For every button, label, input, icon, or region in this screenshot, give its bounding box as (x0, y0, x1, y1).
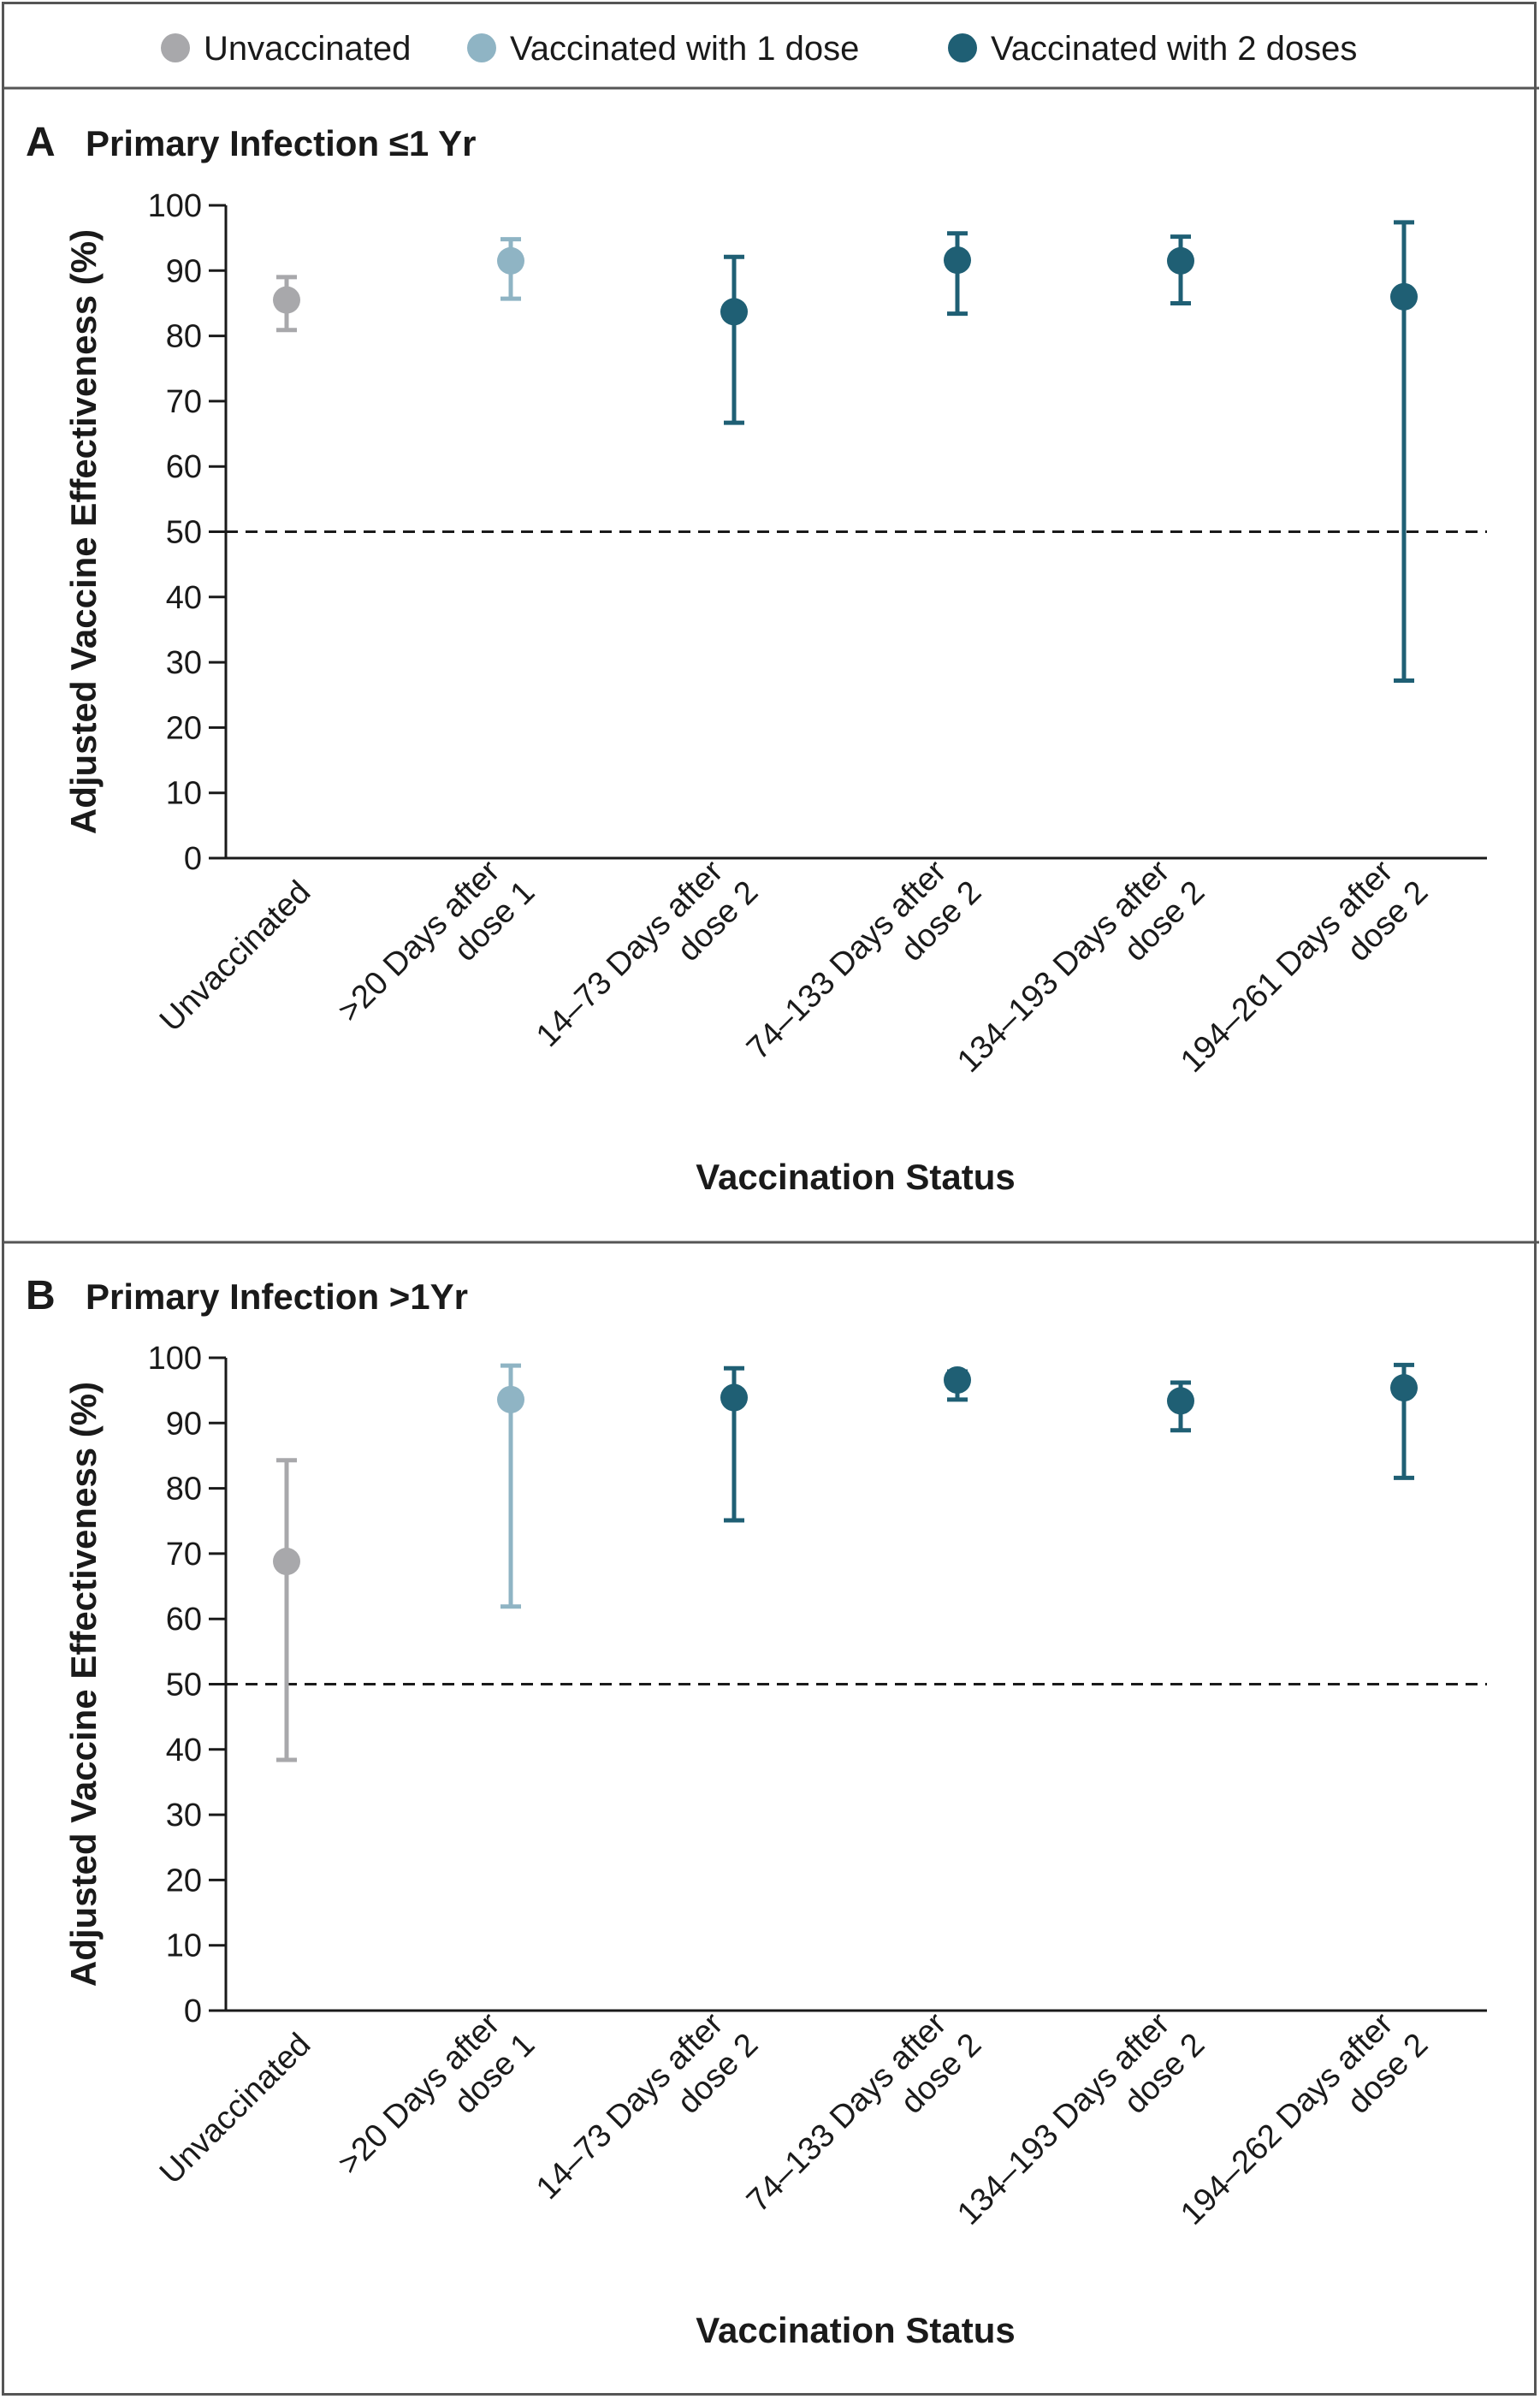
panel-a-y-tick-label-40: 40 (166, 580, 202, 616)
panel-a-x-tick-label-5: 134–193 Days afterdose 2 (951, 846, 1211, 1107)
legend-label-1: Unvaccinated (204, 30, 411, 68)
panel-a-y-axis-title: Adjusted Vaccine Effectiveness (%) (63, 229, 104, 834)
chart-canvas: Unvaccinated Vaccinated with 1 dose Vaccin… (4, 30, 1539, 2350)
panel-b-point-5 (1167, 1387, 1194, 1415)
panel-b-y-tick-label-60: 60 (166, 1602, 202, 1638)
panel-a-y-tick-label-50: 50 (166, 515, 202, 551)
panel-a-y-tick-label-80: 80 (166, 319, 202, 355)
panel-b-x-tick-label-1-line1: Unvaccinated (153, 2027, 318, 2192)
panel-a-y-tick-label-30: 30 (166, 645, 202, 681)
panel-a-letter: A (26, 120, 56, 165)
panel-b-y-tick-label-70: 70 (166, 1537, 202, 1573)
legend-marker-2 (467, 33, 496, 62)
panel-a-point-5 (1167, 246, 1194, 275)
legend-label-2: Vaccinated with 1 dose (510, 30, 859, 68)
panel-b-x-tick-label-3: 14–73 Days afterdose 2 (530, 1999, 765, 2234)
panel-a-point-2 (497, 246, 524, 275)
panel-b-x-tick-label-5: 134–193 Days afterdose 2 (951, 1999, 1211, 2260)
panel-b-y-tick-label-100: 100 (148, 1341, 202, 1377)
panel-a-title: Primary Infection ≤1 Yr (86, 123, 476, 163)
panel-b-x-tick-label-6: 194–262 Days afterdose 2 (1174, 1999, 1435, 2260)
legend-marker-3 (948, 33, 977, 62)
panel-a-y-tick-label-100: 100 (148, 188, 202, 224)
panel-b-x-tick-label-1: Unvaccinated (153, 2027, 318, 2192)
panel-b-y-tick-label-30: 30 (166, 1798, 202, 1833)
panel-b-x-tick-label-2: >20 Days afterdose 1 (331, 1999, 542, 2209)
panel-b-x-tick-label-4: 74–133 Days afterdose 2 (740, 1999, 988, 2247)
panel-b-point-2 (497, 1385, 524, 1413)
panel-b-y-tick-label-20: 20 (166, 1863, 202, 1898)
panel-a-x-axis-title: Vaccination Status (696, 1157, 1015, 1197)
legend-label-3: Vaccinated with 2 doses (991, 30, 1357, 68)
panel-a-point-3 (720, 298, 748, 326)
panel-b-x-axis-title: Vaccination Status (696, 2310, 1015, 2350)
panel-b-point-3 (720, 1383, 748, 1412)
panel-b-point-4 (944, 1365, 971, 1394)
panel-b-y-tick-label-80: 80 (166, 1472, 202, 1508)
panel-b-y-tick-label-0: 0 (184, 1993, 202, 2029)
panel-a-x-tick-label-6: 194–261 Days afterdose 2 (1174, 846, 1435, 1107)
panel-b-title: Primary Infection >1Yr (86, 1277, 468, 1317)
panel-a-x-tick-label-1: Unvaccinated (153, 874, 318, 1040)
panel-b-y-tick-label-50: 50 (166, 1667, 202, 1703)
panel-b-letter: B (26, 1273, 56, 1318)
panel-a-y-tick-label-70: 70 (166, 384, 202, 420)
panel-a-y-tick-label-60: 60 (166, 449, 202, 485)
panel-a-x-tick-label-3: 14–73 Days afterdose 2 (530, 846, 765, 1081)
panel-b-y-axis-title: Adjusted Vaccine Effectiveness (%) (63, 1382, 104, 1987)
panel-b-point-6 (1390, 1374, 1418, 1402)
panel-a-y-tick-label-20: 20 (166, 710, 202, 746)
panel-a-point-1 (273, 286, 300, 314)
legend-marker-1 (161, 33, 190, 62)
panel-b-y-tick-label-40: 40 (166, 1733, 202, 1768)
panel-a-x-tick-label-2: >20 Days afterdose 1 (331, 846, 542, 1057)
panel-a-y-tick-label-0: 0 (184, 841, 202, 877)
panel-a-x-tick-label-4: 74–133 Days afterdose 2 (740, 846, 988, 1094)
panel-a-y-tick-label-10: 10 (166, 776, 202, 812)
panel-a-x-tick-label-1-line1: Unvaccinated (153, 874, 318, 1040)
panel-b-y-tick-label-10: 10 (166, 1928, 202, 1964)
panel-a-point-4 (944, 246, 971, 275)
panel-a-point-6 (1390, 282, 1418, 311)
panel-b-y-tick-label-90: 90 (166, 1406, 202, 1442)
panel-a-y-tick-label-90: 90 (166, 253, 202, 289)
panel-b-point-1 (273, 1548, 300, 1576)
